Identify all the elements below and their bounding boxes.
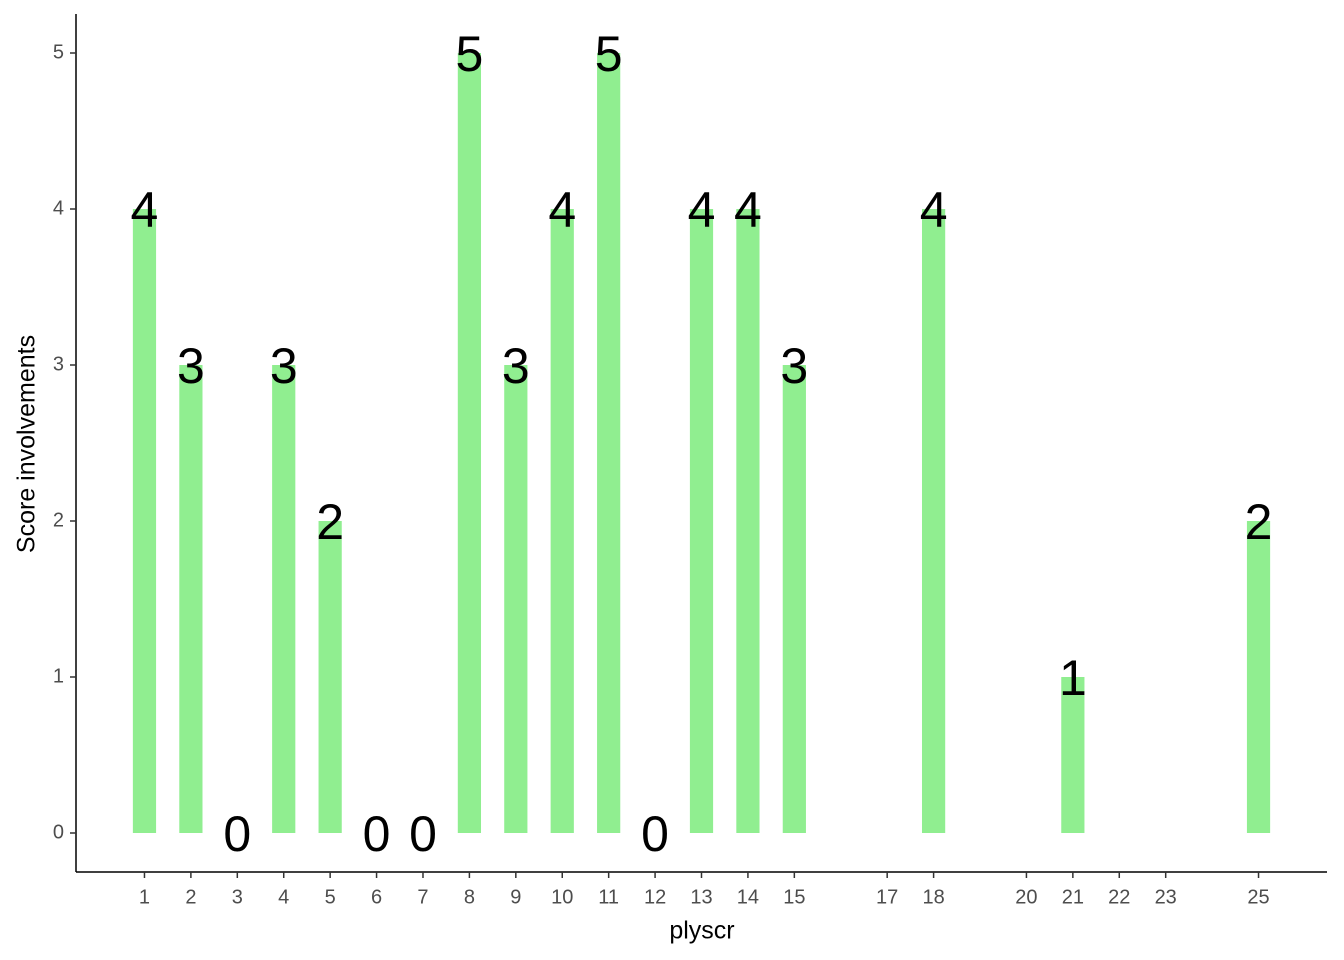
x-tick-label: 18: [922, 886, 944, 908]
y-tick-label: 3: [53, 353, 64, 375]
y-tick-label: 2: [53, 509, 64, 531]
x-tick-label: 13: [690, 886, 712, 908]
x-tick-label: 6: [371, 886, 382, 908]
bar: [1061, 677, 1085, 833]
bar: [457, 53, 482, 833]
value-label: 0: [409, 806, 437, 862]
x-tick-label: 3: [232, 886, 243, 908]
x-tick-label: 2: [185, 886, 196, 908]
bar: [782, 365, 806, 833]
x-tick-label: 4: [278, 886, 289, 908]
y-tick-label: 0: [53, 821, 64, 843]
value-label: 3: [270, 338, 298, 394]
x-tick-label: 12: [644, 886, 666, 908]
x-tick-label: 14: [737, 886, 759, 908]
y-axis-title: Score involvements: [13, 335, 41, 553]
x-tick-label: 25: [1247, 886, 1269, 908]
bar: [179, 365, 203, 833]
value-label: 2: [1245, 494, 1273, 550]
bar: [736, 209, 760, 833]
bar: [318, 521, 342, 833]
x-tick-label: 21: [1062, 886, 1084, 908]
value-label: 4: [131, 182, 159, 238]
bar: [550, 209, 574, 833]
x-tick-label: 8: [464, 886, 475, 908]
bar: [689, 209, 714, 833]
x-tick-label: 17: [876, 886, 898, 908]
x-tick-label: 9: [510, 886, 521, 908]
value-label: 0: [641, 806, 669, 862]
value-label: 3: [780, 338, 808, 394]
value-label: 1: [1059, 650, 1087, 706]
x-tick-label: 7: [417, 886, 428, 908]
value-label: 3: [502, 338, 530, 394]
y-tick-label: 5: [53, 41, 64, 63]
value-label: 4: [688, 182, 716, 238]
value-label: 4: [548, 182, 576, 238]
value-label: 0: [363, 806, 391, 862]
y-tick-label: 1: [53, 665, 64, 687]
x-tick-label: 10: [551, 886, 573, 908]
x-tick-label: 15: [783, 886, 805, 908]
bar: [132, 209, 157, 833]
x-tick-label: 1: [139, 886, 150, 908]
x-tick-label: 11: [598, 886, 619, 908]
x-tick-label: 22: [1108, 886, 1130, 908]
bar: [1246, 521, 1271, 833]
y-tick-label: 4: [53, 197, 64, 219]
x-axis-title: plyscr: [669, 917, 734, 945]
bar: [921, 209, 946, 833]
bar: [597, 53, 621, 833]
x-tick-label: 23: [1155, 886, 1177, 908]
value-label: 5: [455, 26, 483, 82]
bar: [272, 365, 296, 833]
value-label: 3: [177, 338, 205, 394]
value-label: 5: [595, 26, 623, 82]
x-tick-label: 20: [1015, 886, 1037, 908]
value-label: 4: [920, 182, 948, 238]
value-label: 2: [316, 494, 344, 550]
value-label: 0: [223, 806, 251, 862]
value-label: 4: [734, 182, 762, 238]
bar: [504, 365, 528, 833]
x-tick-label: 5: [325, 886, 336, 908]
